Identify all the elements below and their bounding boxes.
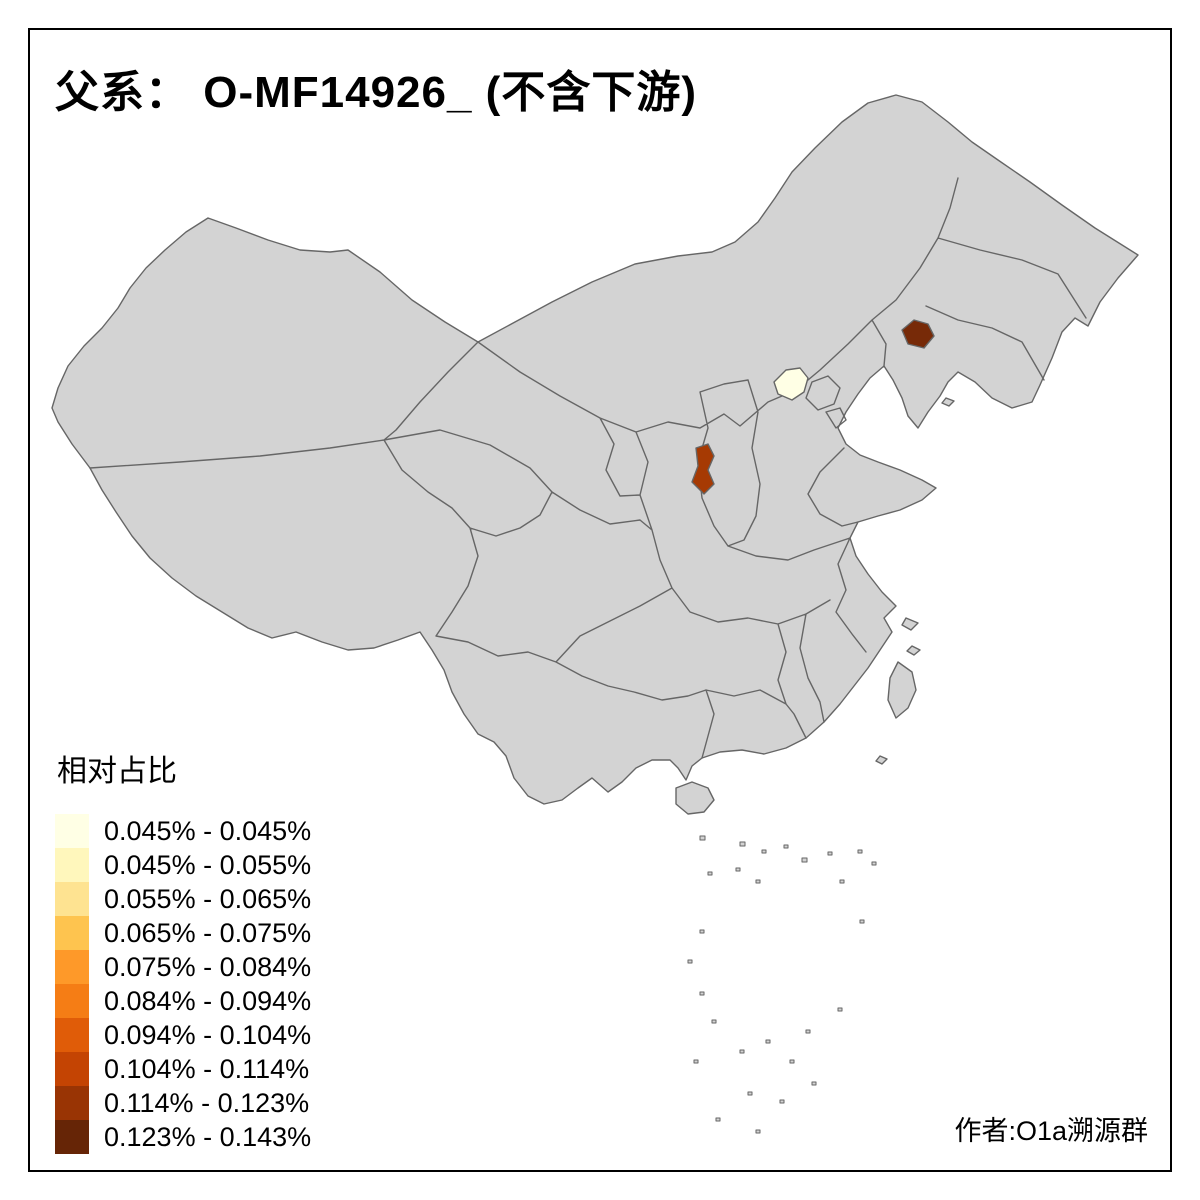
highlighted-region-northeast xyxy=(901,319,935,349)
legend-swatch-color xyxy=(55,916,89,950)
highlighted-region-north xyxy=(773,367,809,401)
coastal-islands xyxy=(875,397,955,765)
legend-swatch-color xyxy=(55,882,89,916)
legend-swatch-color xyxy=(55,1018,89,1052)
legend-item-label: 0.094% - 0.104% xyxy=(104,1019,312,1050)
china-mainland xyxy=(51,94,1139,805)
legend-item-label: 0.114% - 0.123% xyxy=(104,1087,310,1118)
legend-item: 0.114% - 0.123% xyxy=(55,1086,311,1120)
legend-item-label: 0.055% - 0.065% xyxy=(104,883,312,914)
legend-swatch-color xyxy=(55,814,89,848)
author-credit: 作者:O1a溯源群 xyxy=(954,1116,1148,1146)
legend-item-label: 0.045% - 0.055% xyxy=(104,849,312,880)
legend-item-label: 0.045% - 0.045% xyxy=(104,815,312,846)
legend-swatch xyxy=(55,814,89,848)
taiwan-island xyxy=(887,661,917,719)
legend-item: 0.094% - 0.104% xyxy=(55,1018,311,1052)
province-borders xyxy=(89,177,1087,759)
legend-swatch xyxy=(55,984,89,1018)
legend: 相对占比 0.045% - 0.045% 0.045% - 0.055% 0.0… xyxy=(55,746,311,1154)
legend-item: 0.084% - 0.094% xyxy=(55,984,311,1018)
legend-item: 0.055% - 0.065% xyxy=(55,882,311,916)
legend-swatch-color xyxy=(55,1120,89,1154)
south-china-sea-islands xyxy=(687,835,877,1134)
legend-swatch xyxy=(55,848,89,882)
legend-swatch xyxy=(55,1052,89,1086)
legend-item: 0.045% - 0.045% xyxy=(55,814,311,848)
land-shapes xyxy=(51,94,1139,1134)
legend-title: 相对占比 xyxy=(57,755,177,788)
legend-swatch-color xyxy=(55,984,89,1018)
legend-item-label: 0.075% - 0.084% xyxy=(104,951,312,982)
hainan-island xyxy=(675,781,715,815)
highlighted-region-central xyxy=(691,443,715,495)
legend-item-label: 0.123% - 0.143% xyxy=(104,1121,312,1152)
legend-item: 0.045% - 0.055% xyxy=(55,848,311,882)
legend-swatch-color xyxy=(55,1086,89,1120)
legend-item: 0.065% - 0.075% xyxy=(55,916,311,950)
map-layers xyxy=(51,94,1139,1134)
legend-item: 0.104% - 0.114% xyxy=(55,1052,311,1086)
legend-swatch-color xyxy=(55,848,89,882)
legend-item-label: 0.084% - 0.094% xyxy=(104,985,312,1016)
legend-swatch xyxy=(55,1018,89,1052)
legend-swatch xyxy=(55,1086,89,1120)
legend-swatch-color xyxy=(55,950,89,984)
legend-swatch xyxy=(55,1120,89,1154)
legend-swatch xyxy=(55,882,89,916)
legend-item-label: 0.065% - 0.075% xyxy=(104,917,312,948)
legend-item: 0.123% - 0.143% xyxy=(55,1120,311,1154)
figure-title: 父系： O-MF14926_ (不含下游) xyxy=(55,68,697,117)
legend-item-label: 0.104% - 0.114% xyxy=(104,1053,310,1084)
legend-swatch xyxy=(55,950,89,984)
legend-item: 0.075% - 0.084% xyxy=(55,950,311,984)
legend-swatch xyxy=(55,916,89,950)
legend-swatch-color xyxy=(55,1052,89,1086)
